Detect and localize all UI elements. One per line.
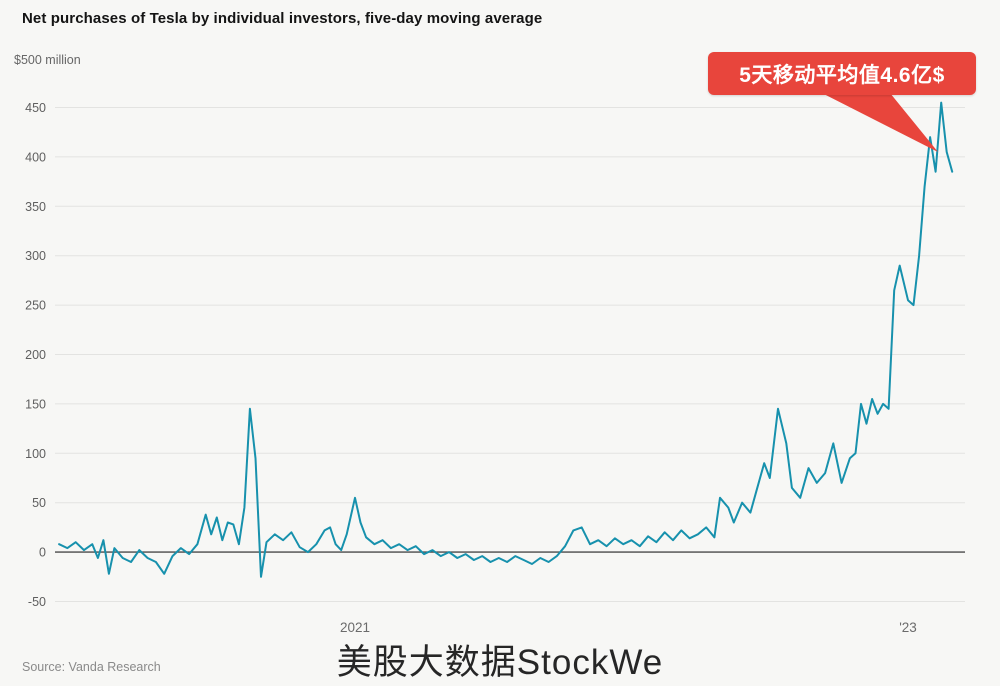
watermark-text: 美股大数据StockWe — [336, 643, 664, 682]
y-tick-label: 150 — [25, 397, 46, 411]
annotation-text: 5天移动平均值4.6亿$ — [739, 63, 945, 87]
y-tick-label: 450 — [25, 101, 46, 115]
y-tick-label: 400 — [25, 150, 46, 164]
annotation-arrow — [812, 88, 938, 152]
y-tick-label: 350 — [25, 200, 46, 214]
y-tick-label: 100 — [25, 447, 46, 461]
x-tick-label: '23 — [899, 620, 917, 635]
y-tick-label: 300 — [25, 249, 46, 263]
y-tick-label: 200 — [25, 348, 46, 362]
annotation-callout: 5天移动平均值4.6亿$ — [708, 52, 976, 95]
source-label: Source: Vanda Research — [22, 660, 161, 674]
y-axis-unit-label: $500 million — [14, 53, 81, 67]
x-tick-label: 2021 — [340, 620, 370, 635]
data-line — [58, 101, 954, 578]
y-tick-label: -50 — [28, 595, 46, 609]
chart-title: Net purchases of Tesla by individual inv… — [22, 10, 543, 27]
y-tick-label: 250 — [25, 299, 46, 313]
y-tick-label: 50 — [32, 496, 46, 510]
y-tick-label: 0 — [39, 546, 46, 560]
